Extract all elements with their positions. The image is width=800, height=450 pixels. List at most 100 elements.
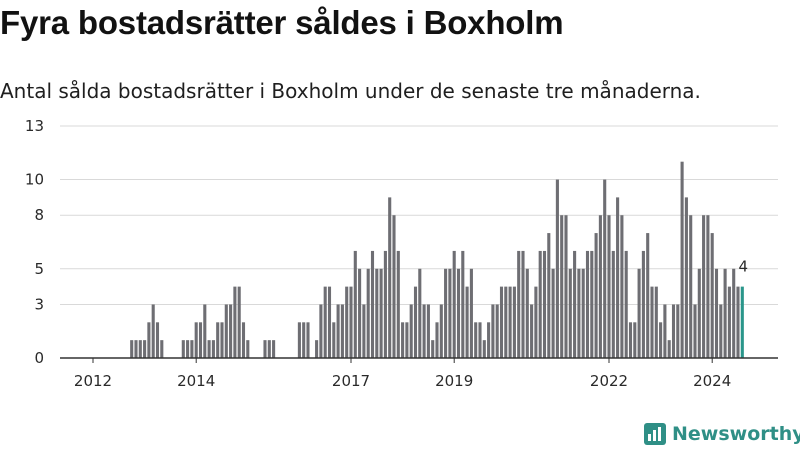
- bar: [697, 268, 701, 358]
- bar: [521, 250, 525, 358]
- newsworthy-brand: Newsworthy: [644, 418, 800, 450]
- bar: [573, 250, 577, 358]
- bar: [474, 322, 478, 358]
- bar: [332, 322, 336, 358]
- bar: [706, 215, 710, 358]
- bar: [641, 250, 645, 358]
- bar: [405, 322, 409, 358]
- bar: [203, 304, 207, 358]
- bar: [469, 268, 473, 358]
- bar: [590, 250, 594, 358]
- bar: [452, 250, 456, 358]
- bar: [448, 268, 452, 358]
- bar: [297, 322, 301, 358]
- bar: [577, 268, 581, 358]
- bar: [478, 322, 482, 358]
- bar: [465, 286, 469, 358]
- bar: [633, 322, 637, 358]
- bar: [229, 304, 233, 358]
- bar: [388, 197, 392, 358]
- bar: [560, 215, 564, 358]
- bar: [370, 250, 375, 358]
- bar: [646, 233, 650, 358]
- bar: [345, 286, 349, 358]
- bar: [598, 215, 602, 358]
- bar: [650, 286, 654, 358]
- bar: [585, 250, 590, 358]
- bar: [525, 268, 529, 358]
- bar: [383, 250, 387, 358]
- bar: [732, 268, 736, 358]
- bar: [439, 304, 443, 358]
- chart-title: Fyra bostadsrätter såldes i Boxholm: [0, 4, 564, 41]
- bar: [306, 322, 310, 358]
- bar: [379, 268, 383, 358]
- bar: [237, 286, 241, 358]
- bar: [461, 250, 465, 358]
- bar: [272, 340, 276, 358]
- bar: [676, 304, 680, 358]
- x-tick-label: 2024: [693, 372, 731, 390]
- y-tick-label: 3: [34, 295, 44, 313]
- bar: [628, 322, 633, 358]
- bar: [151, 304, 155, 358]
- bar: [160, 340, 164, 358]
- bar: [134, 340, 138, 358]
- bar: [723, 268, 727, 358]
- bar: [198, 322, 203, 358]
- bar: [620, 215, 624, 358]
- bar: [216, 322, 220, 358]
- bar: [568, 268, 572, 358]
- bar: [727, 286, 731, 358]
- axes: 0 3 5 8 10 13 2012 2014 2017 2019 2022 2024: [25, 117, 778, 390]
- bar: [456, 268, 461, 358]
- bar: [538, 250, 542, 358]
- bar: [564, 215, 568, 358]
- bar: [315, 340, 319, 358]
- chart-subtitle: Antal sålda bostadsrätter i Boxholm unde…: [0, 79, 701, 103]
- bar: [194, 322, 198, 358]
- brand-name: Newsworthy: [672, 423, 800, 445]
- highlight-bar: [740, 286, 744, 358]
- bar: [512, 286, 516, 358]
- bar: [418, 268, 422, 358]
- bar: [353, 250, 357, 358]
- bar: [181, 340, 185, 358]
- bar: [147, 322, 151, 358]
- bars: 4: [130, 161, 748, 358]
- y-tick-label: 8: [34, 206, 44, 224]
- bar: [517, 250, 521, 358]
- bar: [323, 286, 327, 358]
- bar: [267, 340, 271, 358]
- bar: [495, 304, 499, 358]
- bar: [689, 215, 693, 358]
- bar: [684, 197, 688, 358]
- bar: [714, 268, 719, 358]
- bar: [637, 268, 641, 358]
- bar: [375, 268, 379, 358]
- bar: [487, 322, 491, 358]
- bar: [607, 215, 611, 358]
- y-tick-label: 5: [34, 260, 44, 278]
- bar: [594, 233, 598, 358]
- bar: [551, 268, 555, 358]
- bar: [155, 322, 160, 358]
- bar: [444, 268, 448, 358]
- bar: [186, 340, 190, 358]
- bar: [736, 286, 740, 358]
- bar: [547, 233, 551, 358]
- bar: [581, 268, 585, 358]
- bar: [366, 268, 370, 358]
- bar: [693, 304, 697, 358]
- bar: [138, 340, 142, 358]
- bar: [710, 233, 714, 358]
- bar: [143, 340, 147, 358]
- bar: [319, 304, 323, 358]
- bar: [207, 340, 211, 358]
- y-tick-label: 13: [25, 117, 44, 135]
- bar: [654, 286, 658, 358]
- bar: [616, 197, 620, 358]
- bar: [491, 304, 495, 358]
- bar: [401, 322, 405, 358]
